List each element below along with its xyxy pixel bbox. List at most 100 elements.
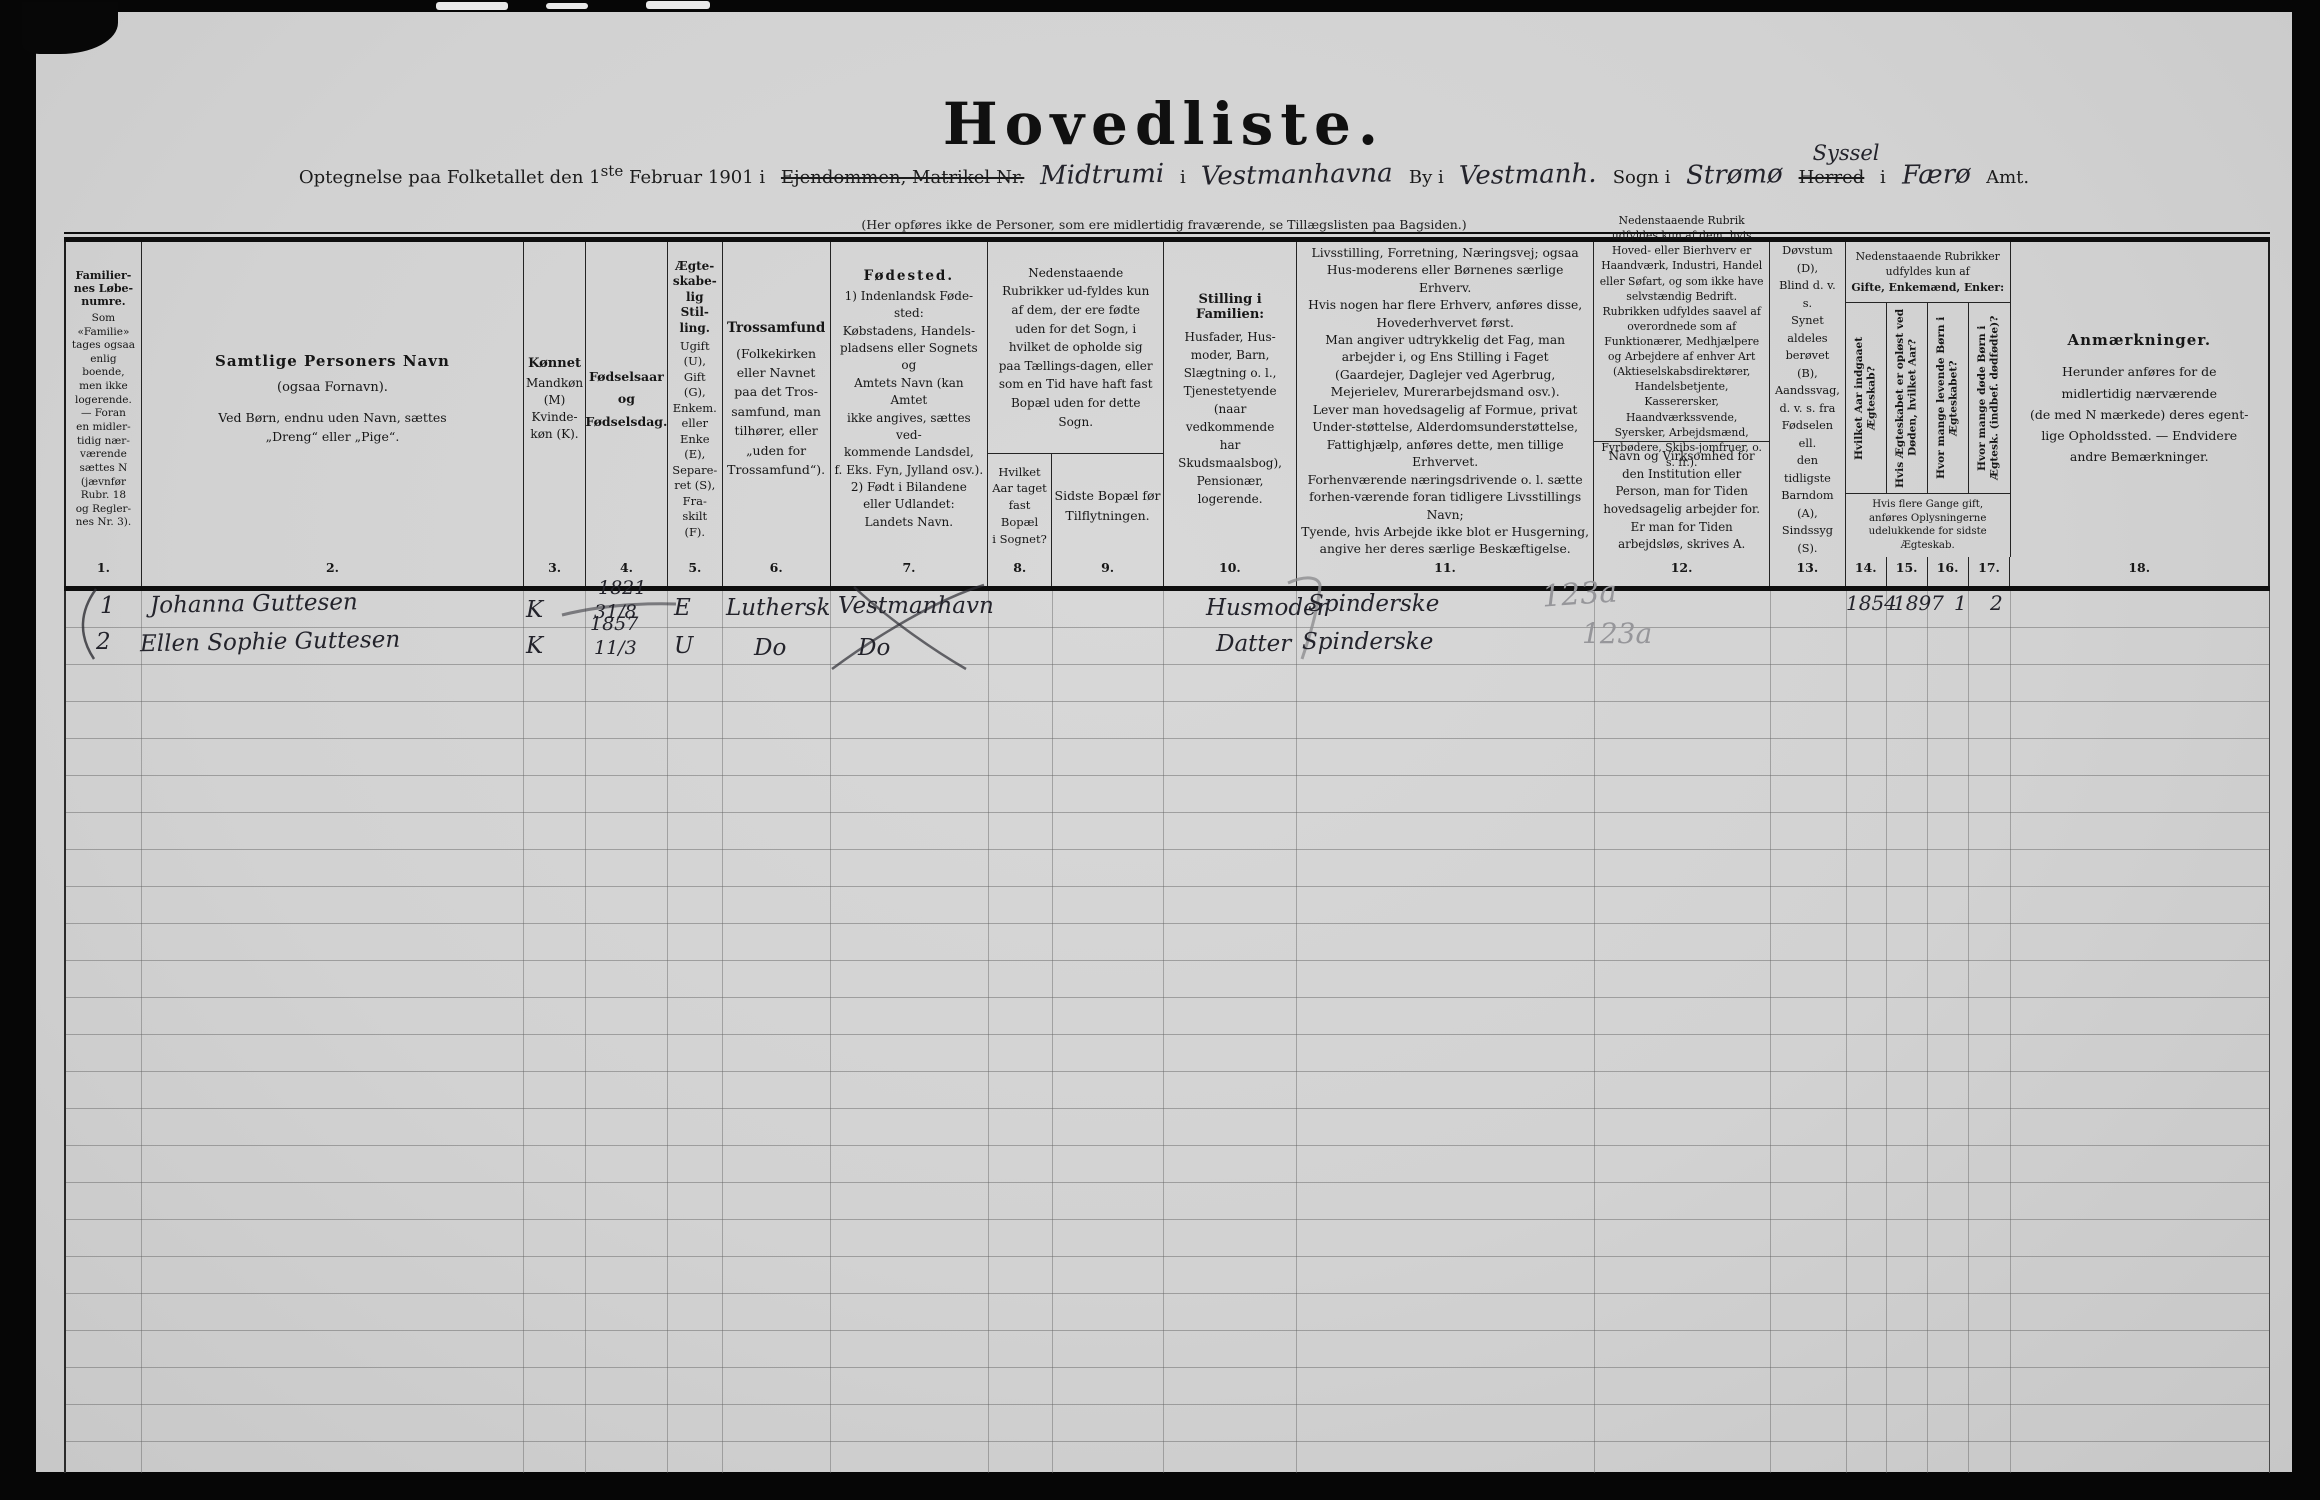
col-header-marriage-year: Hvilket Aar indgaaet Ægteskab? [1846,302,1887,493]
ordinal-suffix: ste [600,162,624,180]
subtitle-i2: i [1880,167,1886,188]
col-number: 10. [1164,557,1297,586]
migration-subheaders: Hvilket Aar taget fast Bopæl i Sognet? S… [988,454,1163,557]
struck-herred-label: Herred [1798,167,1865,188]
handwritten-town: Vestmanhavna [1201,158,1394,192]
subtitle: Optegnelse paa Folketallet den 1ste Febr… [36,141,2292,192]
label-amt: Amt. [1986,167,2030,188]
handwritten-district: Strømø [1685,159,1784,191]
body-col [1847,591,1888,1473]
scan-corner-artifact [22,2,118,54]
row2-birth-date: 11/3 [594,637,637,659]
handwritten-parish: Vestmanh. [1459,158,1598,192]
col-header-employer: Nedenstaaende Rubrik udfyldes kun af dem… [1594,214,1770,557]
body-col [586,591,669,1473]
marriage-vertical-headers: Hvilket Aar indgaaet Ægteskab? Hvis Ægte… [1845,302,2010,494]
row2-family-position: Datter [1216,631,1292,657]
migration-group-note: Nedenstaaende Rubrikker ud-fyldes kun af… [988,242,1164,454]
body-col [1928,591,1970,1473]
marriage-group-heading: Nedenstaaende Rubrikker udfyldes kun af … [1845,242,2010,303]
row1-number: 1 [100,593,115,619]
body-col [1887,591,1929,1473]
row2-birth-year: 1857 [590,613,639,635]
exclusion-note: (Her opføres ikke de Personer, som ere m… [861,217,1467,232]
marriage-group-intro: Nedenstaaende Rubrikker udfyldes kun af [1855,249,2000,279]
col-header-disabilities: Døvstum (D), Blind d. v. s. Synet aldele… [1770,242,1846,557]
col-number: 2. [142,557,525,586]
body-col [1297,591,1595,1473]
body-col [524,591,587,1473]
col-number: 12. [1594,557,1770,586]
row2-occupation: Spinderske [1302,629,1434,655]
col-number: 5. [668,557,723,586]
handwritten-syssel: Syssel [1812,141,1880,165]
scan-speck [646,1,710,9]
row1-marriage-dissolved: 1897 [1893,591,1944,615]
col-number: 13. [1770,557,1846,586]
body-col [66,591,142,1473]
col-number: 9. [1052,557,1165,586]
col-number: 17. [1969,557,2011,586]
header-bottom-rule [64,586,2270,591]
row1-faith: Luthersk [726,595,831,621]
col-number: 1. [66,557,142,586]
row2-pencil-note: 123a [1582,617,1653,650]
col-header-children-dead: Hvor mange døde Børn i Ægtesk. (indbef. … [1976,315,2001,481]
body-col [1771,591,1847,1473]
row1-family-position: Husmoder [1206,595,1328,621]
col-header-family-position: Stilling i Familien: Husfader, Hus- mode… [1164,242,1297,557]
census-table: Familier- nes Løbe- numre. Som «Familie»… [64,214,2270,1473]
body-col [1595,591,1771,1473]
col-number: 3. [524,557,587,586]
body-col [668,591,724,1473]
handwritten-amt: Færø [1901,159,1971,191]
row2-number: 2 [96,629,111,655]
col-header-sex: Kønnet Mandkøn (M) Kvinde- køn (K). [524,242,586,557]
row1-sex: K [526,597,544,623]
body-col [1164,591,1298,1473]
col-header-occupation: Erhverv. Livsstilling, Forretning, Nærin… [1297,242,1595,557]
col-group-migration: Nedenstaaende Rubrikker ud-fyldes kun af… [988,242,1165,557]
col-number: 8. [988,557,1053,586]
col-number: 4. [586,557,668,586]
subtitle-text: Optegnelse paa Folketallet den 1ste Febr… [298,162,766,188]
struck-property-label: Ejendommen, Matrikel-Nr. [780,167,1025,188]
row2-birthplace: Do [858,635,891,661]
body-col [831,591,989,1473]
page-title: Hovedliste. [942,90,1386,158]
table-body: 1 Johanna Guttesen K 1821 31/8 E Luthers… [64,574,2270,1473]
scan-speck [436,2,508,10]
column-number-row: 1. 2. 3. 4. 5. 6. 7. 8. 9. 10. 11. 12. 1… [64,557,2270,586]
table-top-rule-thin [64,232,2270,234]
col-header-family-number: Familier- nes Løbe- numre. Som «Familie»… [66,242,142,557]
label-by: By i [1408,167,1444,188]
col-header-remarks: Anmærkninger. Herunder anføres for de mi… [2030,331,2249,465]
col-header-marriage-dissolved: Hvis Ægteskabet er opløst ved Døden, hvi… [1887,302,1928,493]
col-header-year-settled: Hvilket Aar taget fast Bopæl i Sognet? [988,454,1052,557]
row1-birth-date: 31/8 [594,601,637,623]
body-col [989,591,1053,1473]
col-header-last-residence: Sidste Bopæl før Tilflytningen. [1054,487,1161,523]
row2-sex: K [526,633,544,659]
row1-birth-year: 1821 [598,577,647,599]
row1-children-dead: 2 [1990,591,2003,615]
subtitle-i: i [1179,167,1186,188]
row1-name: Johanna Guttesen [149,589,358,619]
table-header-row: Familier- nes Løbe- numre. Som «Familie»… [64,214,2270,557]
row1-marital: E [674,595,691,621]
col-header-religion: Trossamfund (Folkekirken eller Navnet pa… [723,242,831,557]
col-group-marriage: Nedenstaaende Rubrikker udfyldes kun af … [1845,242,2011,557]
col-number: 16. [1928,557,1969,586]
col-number: 15. [1887,557,1928,586]
col-number: 7. [831,557,989,586]
row2-faith: Do [754,635,787,661]
row1-pencil-note: 123a [1540,574,1619,615]
body-col [1053,591,1165,1473]
col-number: 18. [2128,560,2151,575]
col-number: 14. [1846,557,1887,586]
herred-correction: Syssel Herred [1798,141,1880,188]
col-header-children-living: Hvor mange levende Børn i Ægteskabet? [1928,302,1969,493]
body-col [723,591,831,1473]
marriage-group-footnote: Hvis flere Gange gift, anføres Oplysning… [1868,498,1987,552]
body-col [1969,591,2012,1473]
